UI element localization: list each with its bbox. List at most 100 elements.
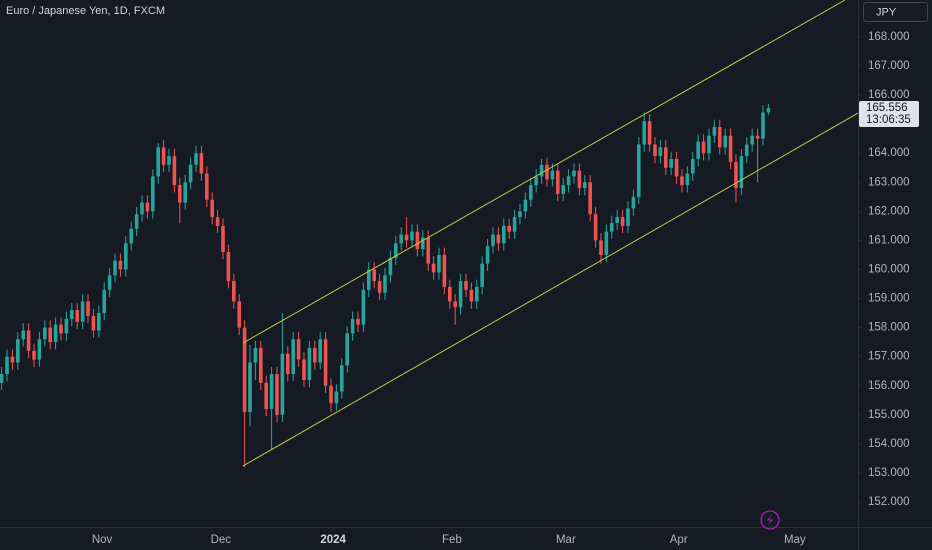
candle-body bbox=[723, 135, 727, 148]
candle-body bbox=[712, 127, 717, 136]
candle-body bbox=[647, 121, 652, 145]
candle-body bbox=[523, 199, 528, 212]
candle-body bbox=[431, 263, 436, 273]
y-tick-label: 157.000 bbox=[868, 351, 910, 363]
candle-body bbox=[750, 135, 754, 145]
candle-body bbox=[237, 301, 242, 328]
candle-body bbox=[582, 182, 587, 189]
channel-line bbox=[242, 0, 846, 344]
candle-body bbox=[680, 176, 684, 186]
alert-icon[interactable] bbox=[760, 510, 780, 530]
candle-body bbox=[199, 153, 204, 174]
candle-body bbox=[545, 164, 549, 180]
candle-body bbox=[766, 107, 771, 113]
candle-body bbox=[107, 275, 112, 290]
candle-body bbox=[372, 269, 376, 282]
candle-body bbox=[134, 214, 139, 229]
candle-body bbox=[474, 286, 479, 302]
candle-body bbox=[70, 310, 74, 319]
candle-body bbox=[75, 310, 80, 322]
candle-body bbox=[32, 350, 36, 360]
countdown-label: 13:06:35 bbox=[866, 114, 911, 126]
candle-body bbox=[356, 318, 360, 325]
candle-body bbox=[21, 330, 26, 340]
candle-body bbox=[572, 170, 576, 177]
candle-body bbox=[383, 275, 387, 293]
candle-body bbox=[685, 173, 690, 186]
x-tick-label: Mar bbox=[556, 534, 576, 546]
candle-body bbox=[296, 339, 301, 360]
candle-body bbox=[739, 156, 744, 189]
x-tick-label: Apr bbox=[670, 534, 688, 546]
candle-body bbox=[242, 327, 247, 412]
candle-body bbox=[696, 141, 700, 160]
candle-body bbox=[275, 374, 279, 415]
candle-body bbox=[334, 391, 339, 404]
candle-body bbox=[539, 164, 544, 177]
candle-body bbox=[129, 228, 134, 244]
candle-body bbox=[151, 176, 155, 212]
candle-body bbox=[555, 170, 560, 194]
candle-body bbox=[16, 339, 20, 363]
y-tick-label: 162.000 bbox=[868, 205, 910, 217]
candle-body bbox=[744, 144, 749, 157]
candle-body bbox=[59, 324, 63, 334]
candle-body bbox=[604, 231, 609, 255]
candle-body bbox=[302, 359, 306, 380]
candle-body bbox=[669, 159, 673, 168]
last-price-label: 165.556 bbox=[866, 102, 908, 114]
candle-body bbox=[518, 211, 522, 218]
y-tick-label: 155.000 bbox=[868, 409, 910, 421]
candle-body bbox=[215, 217, 220, 226]
y-tick-label: 158.000 bbox=[868, 322, 910, 334]
candle-body bbox=[366, 269, 371, 290]
candle-body bbox=[10, 356, 15, 363]
candle-body bbox=[588, 182, 592, 215]
candle-body bbox=[734, 161, 738, 189]
candle-body bbox=[437, 254, 441, 273]
candle-body bbox=[5, 356, 9, 375]
candle-body bbox=[64, 318, 69, 334]
candle-body bbox=[717, 127, 722, 148]
candle-body bbox=[226, 252, 231, 282]
y-tick-label: 153.000 bbox=[868, 467, 910, 479]
candle-body bbox=[97, 313, 101, 331]
candle-body bbox=[593, 214, 598, 241]
candle-body bbox=[323, 339, 328, 386]
candle-body bbox=[620, 217, 625, 226]
x-tick-label: 2024 bbox=[320, 534, 346, 546]
candle-body bbox=[458, 281, 463, 308]
candle-body bbox=[453, 301, 457, 308]
candle-body bbox=[642, 121, 646, 145]
candle-body bbox=[534, 176, 538, 186]
currency-button[interactable] bbox=[863, 2, 928, 22]
x-tick-label: May bbox=[784, 534, 806, 546]
candle-body bbox=[491, 234, 495, 247]
candle-body bbox=[528, 185, 533, 200]
candle-body bbox=[480, 263, 484, 287]
candle-body bbox=[269, 374, 274, 409]
y-tick-label: 168.000 bbox=[868, 31, 910, 43]
candle-body bbox=[469, 289, 474, 302]
candle-body bbox=[653, 144, 657, 157]
candle-body bbox=[48, 327, 53, 343]
y-tick-label: 167.000 bbox=[868, 60, 910, 72]
candle-body bbox=[728, 135, 733, 162]
candle-body bbox=[178, 185, 182, 203]
candle-body bbox=[658, 147, 663, 157]
candle-body bbox=[388, 257, 393, 276]
x-tick-label: Dec bbox=[211, 534, 232, 546]
candle-body bbox=[37, 339, 42, 360]
currency-label: JPY bbox=[876, 6, 897, 18]
candle-body bbox=[761, 112, 765, 139]
candle-body bbox=[442, 254, 447, 287]
candle-body bbox=[280, 353, 285, 415]
candle-body bbox=[410, 231, 414, 241]
y-tick-label: 154.000 bbox=[868, 438, 910, 450]
candle-body bbox=[253, 347, 258, 363]
candle-body bbox=[43, 327, 47, 340]
candle-body bbox=[663, 147, 668, 168]
candle-body bbox=[626, 208, 630, 226]
candle-body bbox=[80, 301, 85, 322]
